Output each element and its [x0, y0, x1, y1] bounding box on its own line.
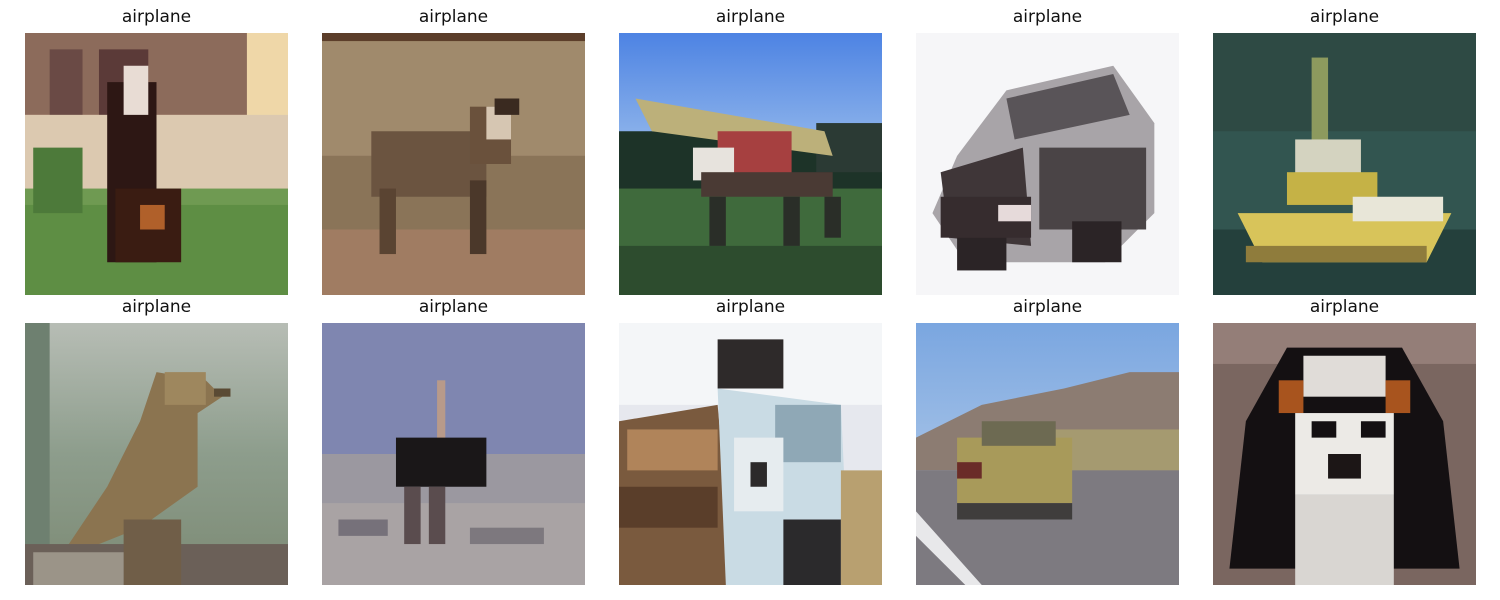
car-on-road-icon [916, 323, 1179, 585]
deer-icon [322, 33, 585, 295]
image-title: airplane [1012, 7, 1083, 27]
truck-icon [619, 323, 882, 585]
ostrich-icon [322, 323, 585, 585]
image-title: airplane [121, 7, 192, 27]
car-icon [916, 33, 1179, 295]
image-title: airplane [418, 7, 489, 27]
airplane-icon [619, 33, 882, 295]
dog-on-lawn-icon [25, 33, 288, 295]
image-title: airplane [1309, 297, 1380, 317]
image-title: airplane [1309, 7, 1380, 27]
image-title: airplane [418, 297, 489, 317]
boat-icon [1213, 33, 1476, 295]
image-title: airplane [715, 297, 786, 317]
image-title: airplane [121, 297, 192, 317]
bird-icon [25, 323, 288, 585]
image-title: airplane [715, 7, 786, 27]
dog-portrait-icon [1213, 323, 1476, 585]
image-title: airplane [1012, 297, 1083, 317]
